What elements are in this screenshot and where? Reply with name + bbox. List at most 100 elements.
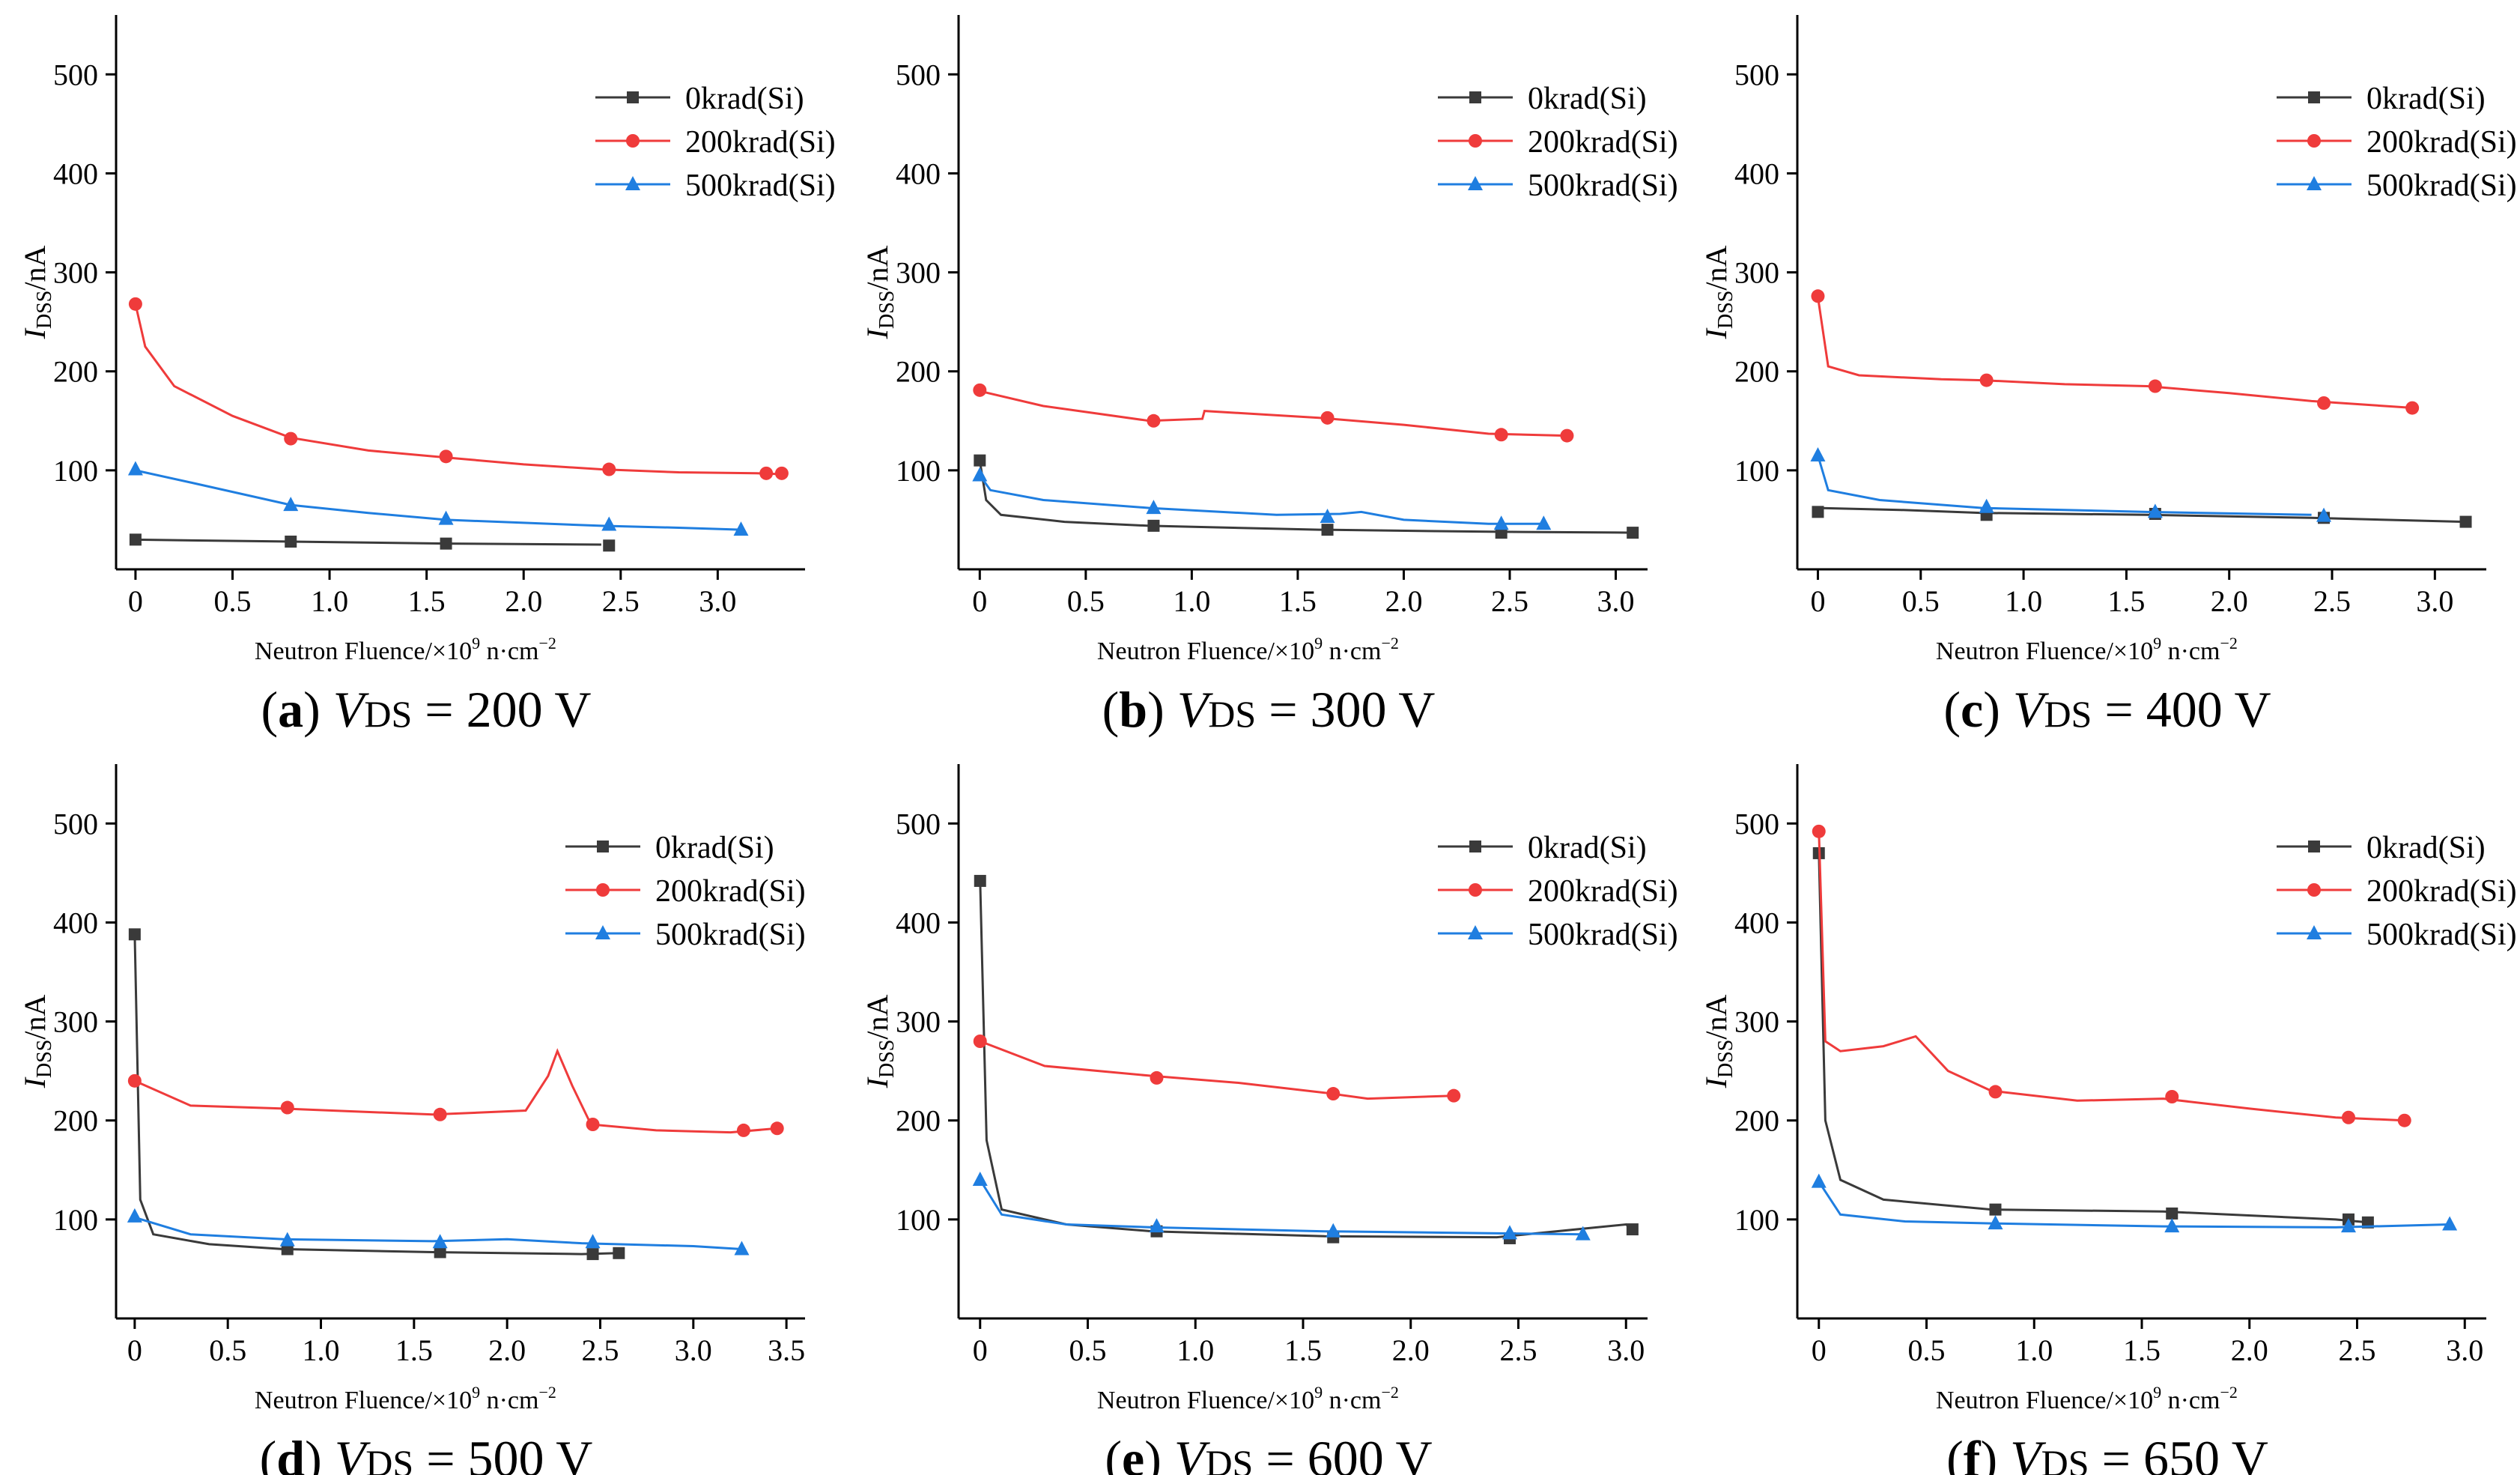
y-axis-label: IDSS/nA: [18, 995, 56, 1089]
x-tick-label: 0: [972, 584, 987, 618]
y-tick-label: 500: [896, 58, 941, 91]
x-tick-label: 3.0: [2416, 584, 2453, 618]
legend-label: 200krad(Si): [1528, 874, 1678, 909]
caption-paren: (: [261, 681, 278, 738]
y-tick-label: 500: [53, 807, 98, 841]
y-tick-label: 400: [896, 157, 941, 190]
data-point: [733, 521, 749, 536]
data-point: [2397, 1113, 2411, 1127]
legend-label: 200krad(Si): [2366, 125, 2517, 160]
data-point: [128, 297, 142, 311]
data-point: [1150, 1070, 1164, 1085]
legend-marker: [2307, 883, 2321, 897]
data-point: [2341, 1218, 2356, 1233]
caption-label: d: [276, 1430, 305, 1475]
x-axis-label-rest: n·cm: [2161, 637, 2220, 665]
caption-v: V: [333, 681, 370, 738]
y-tick-label: 400: [1734, 157, 1779, 190]
x-tick-label: 2.5: [581, 1333, 619, 1367]
x-axis-label: Neutron Fluence/×109 n·cm−2: [1097, 634, 1399, 665]
data-point: [601, 516, 617, 531]
data-point: [1979, 373, 1994, 387]
data-point: [1149, 1218, 1165, 1233]
legend-marker: [626, 134, 640, 148]
caption-label: a: [278, 681, 303, 738]
legend: 0krad(Si) 200krad(Si) 500krad(Si): [565, 831, 806, 952]
panel-caption: (a) VDS = 200 V: [261, 681, 591, 738]
data-point: [1320, 508, 1335, 523]
legend-label: 0krad(Si): [1528, 82, 1647, 116]
x-tick-label: 2.5: [1500, 1333, 1537, 1367]
y-tick-label: 300: [1734, 256, 1779, 290]
data-point: [1493, 515, 1509, 530]
x-tick-label: 0.5: [213, 584, 251, 618]
chart-panel-f: 100 200 300 400 500 0 0.5 1.0 1.5 2.0 2.5 3.0 IDSS/n…: [1699, 764, 2517, 1475]
y-axis-label: IDSS/nA: [860, 995, 899, 1089]
data-point: [603, 539, 616, 552]
caption-sub: DS: [364, 693, 412, 735]
y-axis-label-sub: DSS: [875, 1040, 899, 1078]
y-tick-label: 100: [53, 454, 98, 488]
y-axis-label: IDSS/nA: [1699, 995, 1737, 1089]
y-axis-label: IDSS/nA: [1699, 246, 1737, 340]
legend-label: 500krad(Si): [685, 169, 836, 203]
data-point: [1979, 498, 1994, 513]
x-axis-label-sup: 9: [2153, 1383, 2161, 1402]
series-line-0kradsi: [135, 538, 601, 546]
data-point: [972, 467, 988, 482]
data-point: [972, 1172, 988, 1186]
panel-caption: (d) VDS = 500 V: [260, 1430, 593, 1475]
x-tick-label: 0: [1812, 1333, 1827, 1367]
y-tick-label: 200: [1734, 355, 1779, 389]
y-tick-label: 200: [1734, 1104, 1779, 1138]
data-point: [280, 1100, 294, 1115]
x-axis-label-sup: 9: [1314, 1383, 1323, 1402]
y-axis-label-main: I: [860, 1076, 894, 1088]
x-tick-label: 0.5: [209, 1333, 246, 1367]
y-tick-label: 500: [896, 807, 941, 841]
data-point: [433, 1107, 447, 1121]
legend-label: 500krad(Si): [655, 918, 806, 952]
caption-label: b: [1119, 681, 1147, 738]
series-line-200kradsi: [1818, 831, 2405, 1122]
series-line-200kradsi: [979, 390, 1567, 437]
x-tick-label: 0: [1810, 584, 1825, 618]
caption-paren: (: [260, 1430, 277, 1475]
x-axis-label-sup2: −2: [2220, 634, 2237, 652]
x-axis-label-sup: 9: [2153, 634, 2161, 652]
legend-marker: [596, 883, 610, 897]
chart-panel-b: 100 200 300 400 500 0 0.5 1.0 1.5 2.0 2.5 3.0 IDSS/n…: [860, 15, 1678, 738]
data-point: [774, 466, 789, 480]
x-tick-label: 0.5: [1067, 584, 1105, 618]
y-axis-label-main: I: [18, 327, 52, 339]
data-point: [586, 1118, 600, 1131]
x-tick-label: 1.5: [408, 584, 446, 618]
data-point: [440, 537, 452, 550]
data-point: [127, 461, 143, 476]
x-axis-label-sup2: −2: [2220, 1383, 2237, 1402]
series-line-200kradsi: [1817, 297, 2415, 410]
data-point: [283, 497, 299, 512]
x-tick-label: 2.5: [1491, 584, 1528, 618]
legend-marker: [1468, 925, 1483, 939]
caption-rest: = 300 V: [1256, 681, 1435, 738]
caption-v: V: [1174, 1430, 1211, 1475]
data-point: [2405, 401, 2420, 415]
x-axis-label-sup: 9: [472, 634, 480, 652]
legend-marker: [597, 841, 609, 852]
y-axis-label-rest: /nA: [1699, 246, 1733, 291]
series-line-500kradsi: [134, 1216, 742, 1250]
data-point: [1320, 411, 1335, 425]
series-line-0kradsi: [1818, 506, 2466, 524]
y-tick-label: 200: [896, 355, 941, 389]
legend-label: 500krad(Si): [2366, 169, 2517, 203]
caption-rest: = 600 V: [1253, 1430, 1432, 1475]
y-axis-label-rest: /nA: [18, 246, 52, 291]
data-point: [432, 1234, 448, 1249]
data-point: [1502, 1225, 1517, 1240]
series-line-200kradsi: [134, 1048, 777, 1134]
data-point: [2459, 515, 2472, 528]
caption-rest: = 400 V: [2092, 681, 2271, 738]
y-tick-label: 100: [896, 454, 941, 488]
x-tick-label: 0: [973, 1333, 988, 1367]
